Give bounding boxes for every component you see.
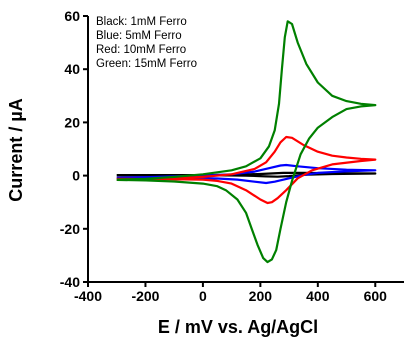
y-tick-label: 0	[72, 168, 80, 184]
x-tick-label: 600	[364, 288, 388, 304]
legend: Black: 1mM Ferro Blue: 5mM Ferro Red: 10…	[96, 16, 197, 70]
y-tick-label: -20	[60, 221, 80, 237]
x-tick-label: -400	[74, 288, 102, 304]
x-axis-ticks: -400 -200 0 200 400 600	[74, 282, 387, 304]
x-tick-label: 0	[199, 288, 207, 304]
legend-entry-green: Green: 15mM Ferro	[96, 58, 197, 70]
series-line-red	[116, 135, 377, 205]
y-axis-ticks: -40 -20 0 20 40 60	[60, 8, 88, 290]
y-tick-label: -40	[60, 274, 80, 290]
legend-entry-blue: Blue: 5mM Ferro	[96, 30, 182, 42]
legend-entry-red: Red: 10mM Ferro	[96, 44, 186, 56]
legend-entry-black: Black: 1mM Ferro	[96, 16, 187, 28]
y-axis-title: Current / µA	[6, 98, 26, 201]
y-tick-label: 60	[64, 8, 80, 24]
y-tick-label: 20	[64, 114, 80, 130]
series-line-green	[116, 20, 377, 264]
axes	[87, 16, 404, 283]
x-tick-label: -200	[131, 288, 159, 304]
x-tick-label: 400	[306, 288, 330, 304]
x-axis-title: E / mV vs. Ag/AgCl	[158, 317, 318, 337]
x-tick-label: 200	[249, 288, 273, 304]
series-lines	[116, 20, 377, 264]
y-tick-label: 40	[64, 61, 80, 77]
